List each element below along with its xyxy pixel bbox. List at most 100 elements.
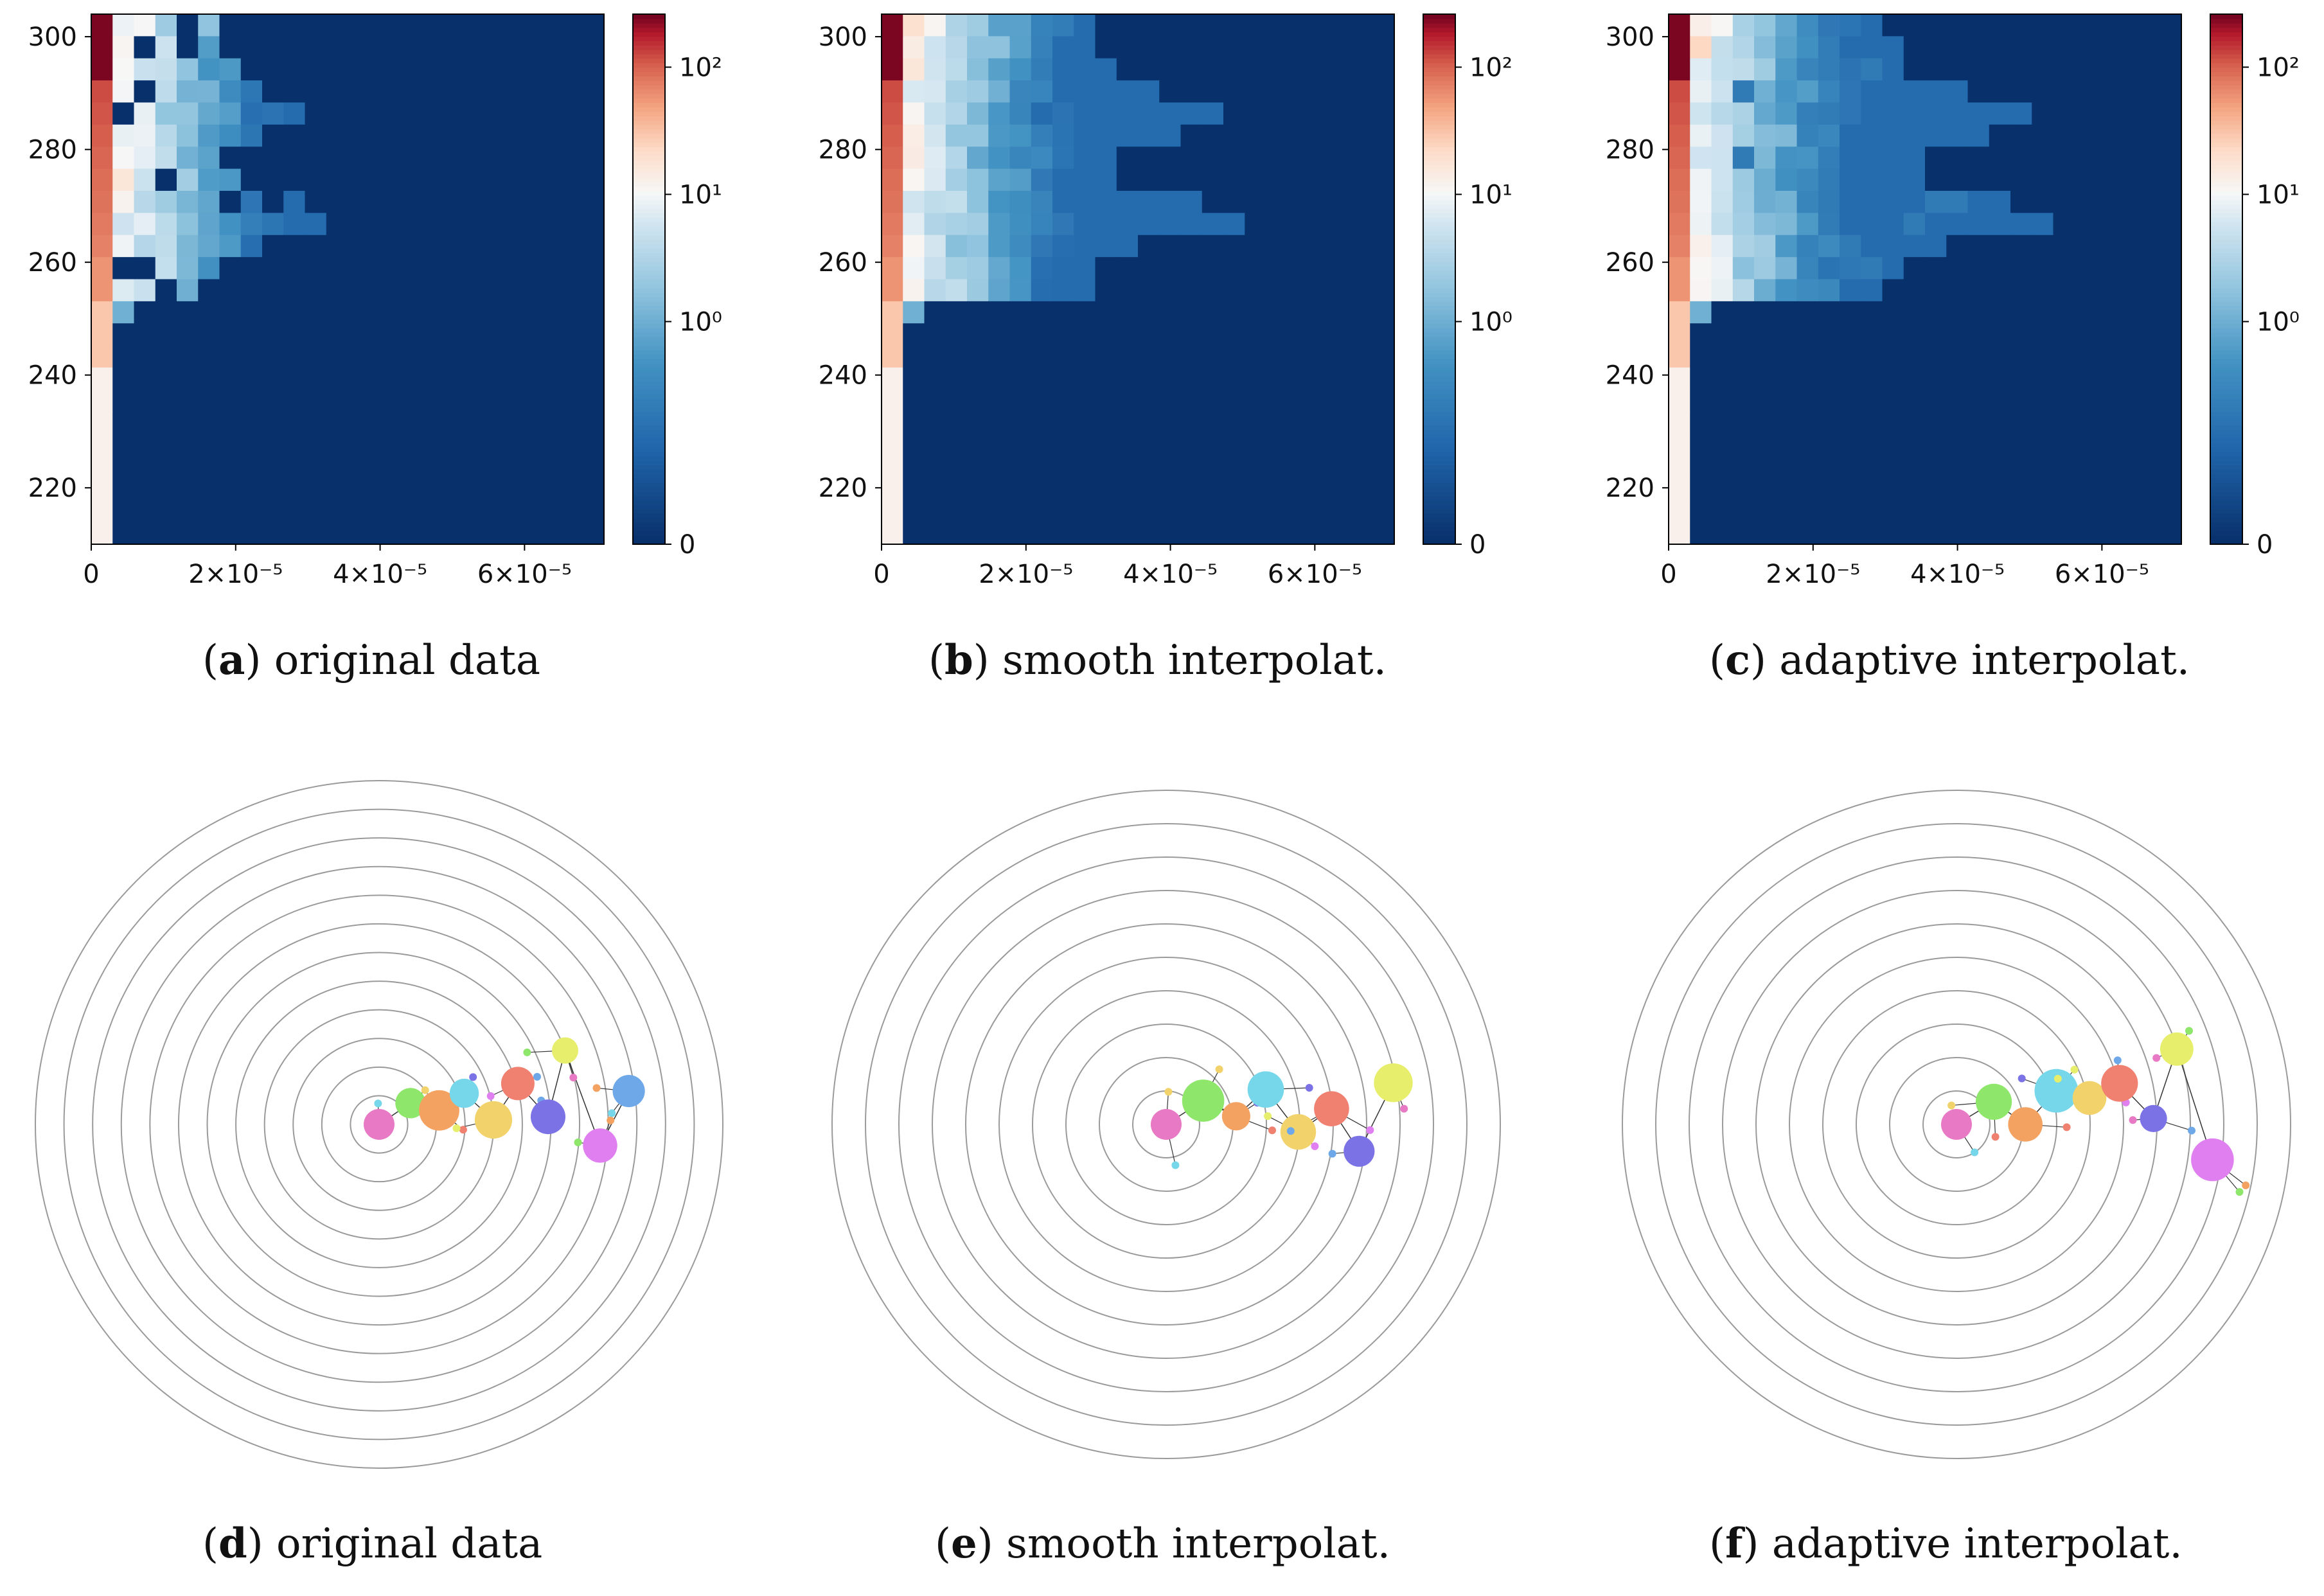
- heatmap-cell: [1159, 323, 1182, 346]
- heatmap-cell: [305, 58, 327, 81]
- heatmap-cell: [882, 235, 903, 258]
- colorbar-swatch: [2210, 434, 2242, 439]
- heatmap-cell: [1223, 345, 1245, 368]
- leaf-node: [421, 1086, 429, 1094]
- heatmap-cell: [2053, 124, 2075, 147]
- heatmap-cell: [262, 124, 284, 147]
- heatmap-cell: [1351, 434, 1374, 457]
- colorbar-swatch: [2210, 500, 2242, 505]
- radial-tree-panel-smooth: [831, 790, 1501, 1459]
- heatmap-cell: [454, 411, 477, 434]
- colorbar-swatch: [2210, 31, 2242, 37]
- heatmap-cell: [2117, 36, 2140, 59]
- x-tick-label: 6×10⁻⁵: [477, 560, 572, 589]
- heatmap-cell: [1732, 191, 1755, 213]
- heatmap-cell: [1711, 146, 1734, 170]
- heatmap-cell: [1009, 456, 1032, 479]
- heatmap-cell: [903, 102, 925, 125]
- heatmap-cell: [497, 257, 519, 280]
- heatmap-cell: [1031, 235, 1053, 258]
- colorbar-swatch: [1423, 195, 1455, 200]
- colorbar-swatch: [1423, 522, 1455, 528]
- heatmap-cell: [1711, 368, 1734, 390]
- heatmap-cell: [1946, 14, 1969, 37]
- heatmap-cell: [1031, 434, 1053, 457]
- heatmap-cells: [91, 14, 605, 545]
- colorbar-swatch: [633, 380, 665, 386]
- colorbar-swatch: [633, 332, 665, 337]
- heatmap-cell: [326, 102, 348, 125]
- heatmap-cell: [198, 456, 220, 479]
- heatmap-cell: [1946, 102, 1969, 125]
- heatmap-cell: [561, 146, 583, 170]
- heatmap-cell: [882, 477, 903, 501]
- heatmap-cell: [1967, 168, 1990, 191]
- heatmap-cell: [1245, 411, 1267, 434]
- y-tick-label: 220: [819, 474, 867, 503]
- heatmap-cell: [1202, 14, 1224, 37]
- heatmap-cell: [1882, 235, 1904, 258]
- heatmap-cell: [326, 323, 348, 346]
- heatmap-cell: [1309, 434, 1331, 457]
- heatmap-cell: [1052, 411, 1074, 434]
- heatmap-cell: [967, 323, 989, 346]
- heatmap-cell: [369, 279, 391, 302]
- heatmap-cell: [1245, 191, 1267, 213]
- heatmap-cell: [2010, 301, 2032, 324]
- heatmap-cell: [945, 36, 968, 59]
- colorbar-swatch: [2210, 18, 2242, 24]
- heatmap-cell: [582, 456, 605, 479]
- heatmap-cell: [1052, 14, 1074, 37]
- heatmap-cell: [240, 102, 263, 125]
- leaf-node: [2018, 1074, 2026, 1083]
- heatmap-cell: [1351, 477, 1374, 501]
- heatmap-cell: [519, 279, 540, 302]
- heatmap-cell: [1840, 301, 1861, 324]
- heatmap-cell: [1009, 191, 1032, 213]
- colorbar-swatch: [1423, 262, 1455, 267]
- heatmap-cell: [561, 124, 583, 147]
- heatmap-cell: [1861, 389, 1883, 412]
- colorbar-swatch: [1423, 416, 1455, 421]
- heatmap-cell: [433, 36, 455, 59]
- colorbar-swatch: [2210, 323, 2242, 328]
- colorbar-swatch: [633, 53, 665, 59]
- colorbar-swatch: [1423, 146, 1455, 152]
- heatmap-cell: [1159, 213, 1182, 236]
- heatmap-cell: [2074, 323, 2097, 346]
- heatmap-cell: [967, 368, 989, 390]
- heatmap-cell: [924, 80, 946, 103]
- heatmap-cell: [967, 36, 989, 59]
- colorbar-swatch: [633, 336, 665, 342]
- heatmap-cell: [1840, 279, 1861, 302]
- heatmap-cell: [2010, 522, 2032, 545]
- heatmap-cell: [988, 456, 1011, 479]
- heatmap-cell: [348, 279, 369, 302]
- heatmap-cell: [1711, 301, 1734, 324]
- heatmap-cell: [177, 323, 199, 346]
- heatmap-cell: [1669, 368, 1690, 390]
- heatmap-cell: [1159, 191, 1182, 213]
- heatmap-cell: [2010, 191, 2032, 213]
- heatmap-cell: [1330, 80, 1353, 103]
- colorbar-tick-label: 0: [2257, 530, 2273, 560]
- heatmap-cell: [177, 257, 199, 280]
- heatmap-cell: [2160, 14, 2182, 37]
- heatmap-cell: [1796, 368, 1819, 390]
- heatmap-cell: [1116, 279, 1139, 302]
- heatmap-cell: [240, 36, 263, 59]
- tree-node: [364, 1109, 395, 1140]
- heatmap-cell: [433, 235, 455, 258]
- heatmap-cell: [1775, 456, 1798, 479]
- colorbar-swatch: [633, 292, 665, 297]
- leaf-node: [2152, 1054, 2161, 1062]
- heatmap-cell: [497, 368, 519, 390]
- heatmap-cell: [1245, 80, 1267, 103]
- heatmap-cell: [924, 102, 946, 125]
- heatmap-cell: [433, 411, 455, 434]
- colorbar-swatch: [2210, 80, 2242, 85]
- heatmap-cell: [2117, 124, 2140, 147]
- heatmap-cell: [967, 477, 989, 501]
- heatmap-cell: [2053, 411, 2075, 434]
